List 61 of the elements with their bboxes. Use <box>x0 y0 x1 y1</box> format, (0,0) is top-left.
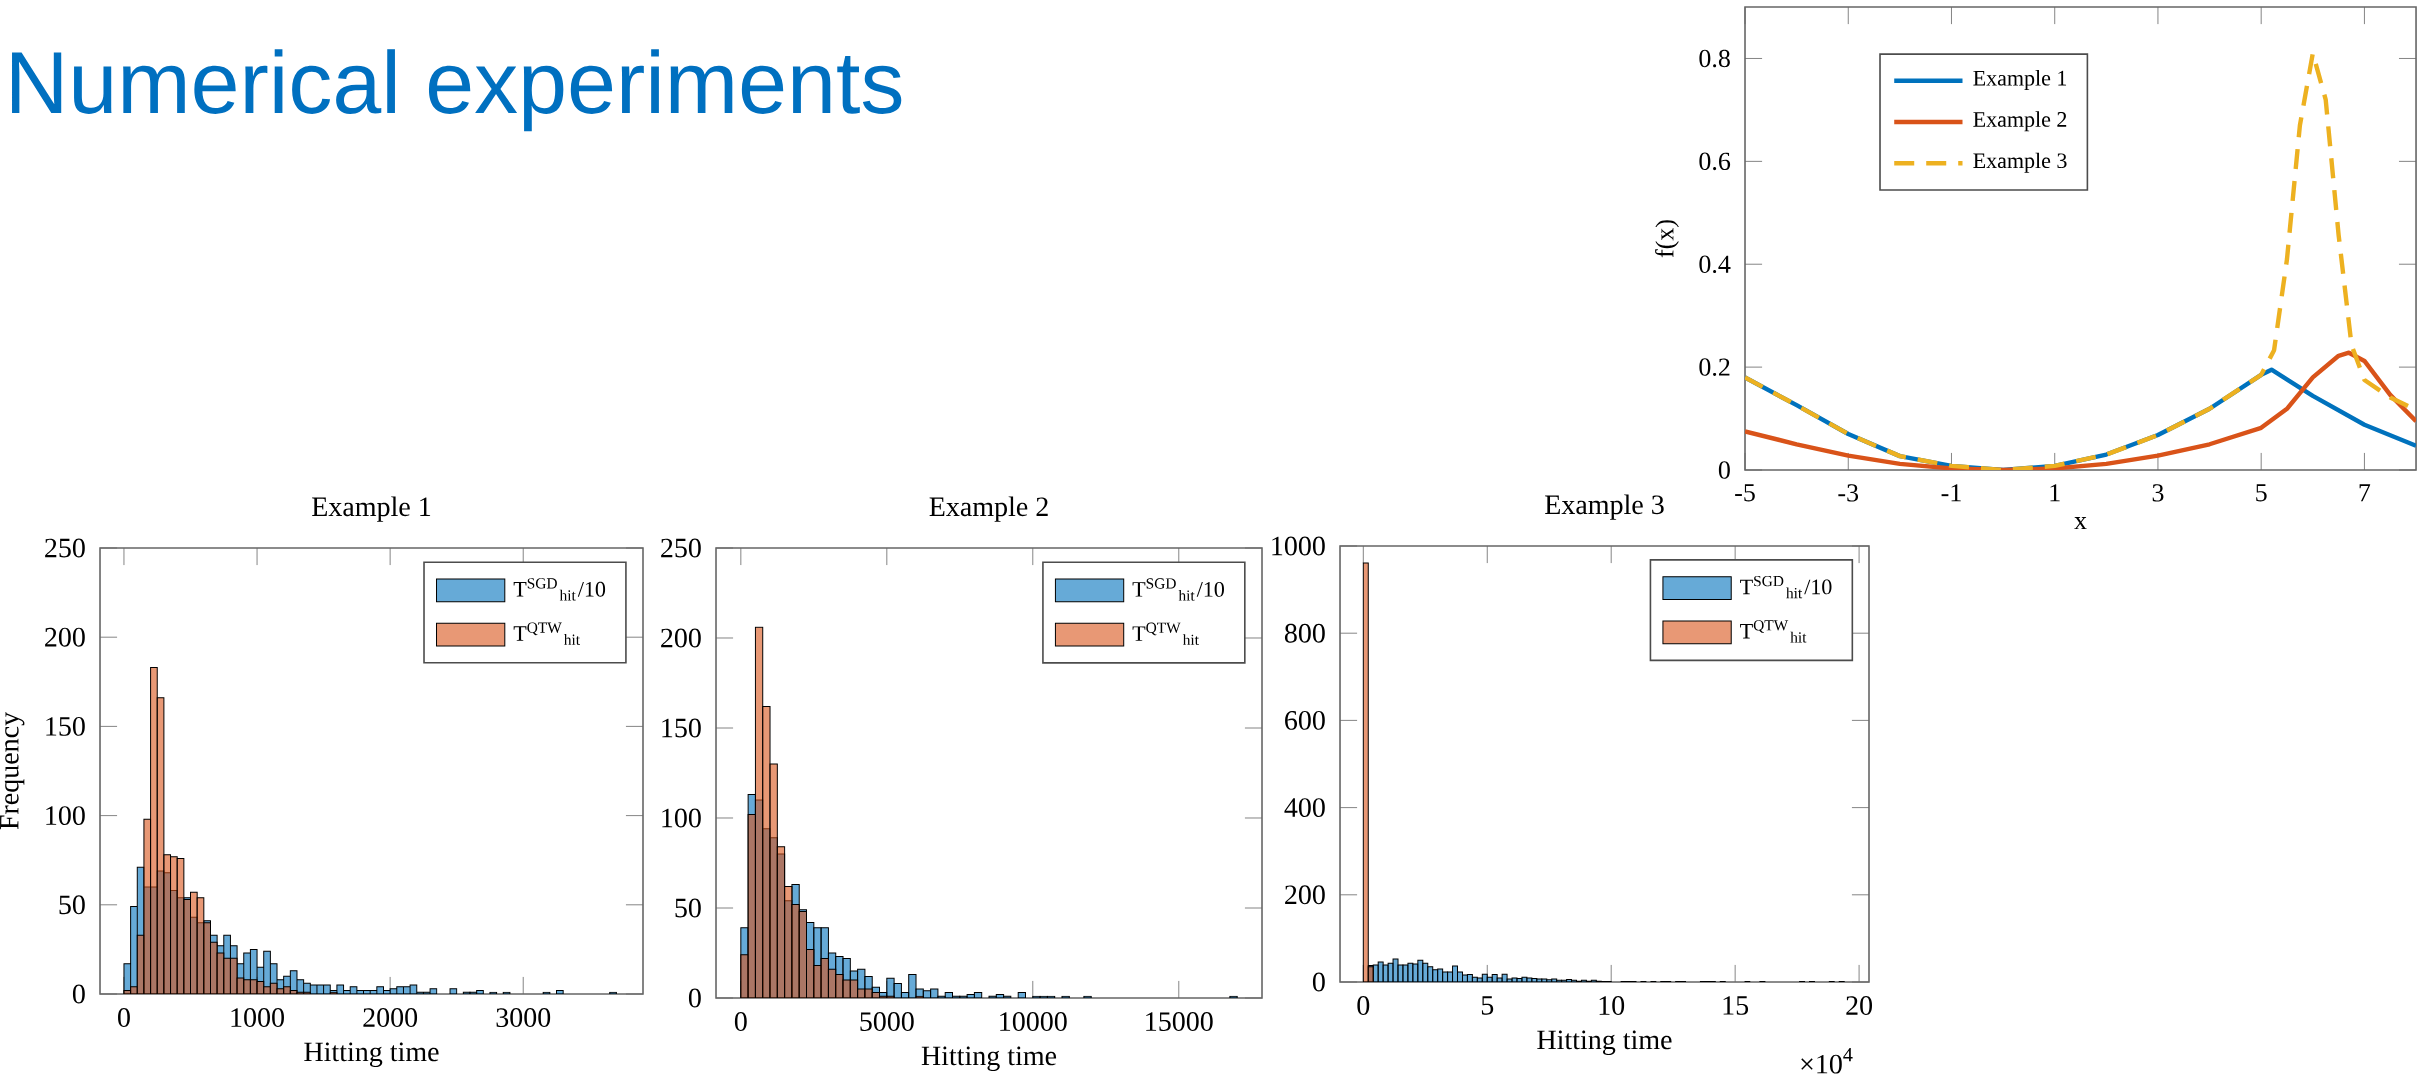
y-tick-label: 250 <box>661 538 701 558</box>
chart-title: Example 3 <box>1545 494 1664 520</box>
x-tick-label: 3 <box>2152 484 2164 502</box>
y-axis-title: f(x) <box>1655 220 1679 258</box>
x-tick-label: 3000 <box>496 1008 551 1028</box>
x-axis-title: x <box>2074 517 2087 529</box>
x-axis-title: Hitting time <box>1537 1030 1672 1056</box>
chart-title: Example 2 <box>929 496 1048 522</box>
y-tick-label: 0 <box>1312 972 1325 992</box>
x-tick-label: 5 <box>1481 996 1494 1015</box>
y-tick-label: 200 <box>1285 885 1325 905</box>
x-tick-label: 10000 <box>1000 1012 1067 1032</box>
x-tick-label: -5 <box>1735 484 1755 502</box>
y-tick-label: 250 <box>45 538 85 558</box>
y-tick-label: 0.8 <box>1699 49 1730 68</box>
y-tick-label: 50 <box>675 898 701 918</box>
y-axis-title: Frequency <box>0 712 25 830</box>
legend-label: Example 1 <box>1973 70 2067 91</box>
legend-label: T$^{QTW}$hit <box>1740 620 1807 643</box>
y-tick-label: 0.6 <box>1699 152 1731 171</box>
y-tick-label: 50 <box>59 895 85 915</box>
x-axis-title: Hitting time <box>304 1042 439 1068</box>
legend-label: T$^{QTW}$hit <box>513 622 580 645</box>
y-tick-label: 0.4 <box>1699 255 1731 274</box>
y-tick-label: 200 <box>661 628 701 648</box>
x-tick-label: 0 <box>734 1012 747 1032</box>
x-tick-label: -3 <box>1838 484 1859 502</box>
y-tick-label: 150 <box>662 718 701 738</box>
y-tick-label: 100 <box>46 806 85 826</box>
legend-label: Example 3 <box>1973 152 2067 173</box>
x-tick-label: 2000 <box>363 1008 418 1028</box>
y-tick-label: 100 <box>662 808 701 828</box>
legend-label: T$^{QTW}$hit <box>1132 622 1199 645</box>
y-tick-label: 0.2 <box>1699 358 1730 376</box>
y-tick-label: 600 <box>1285 710 1325 730</box>
legend-label: T$^{SGD}$$_{hit}$/10 <box>513 578 606 601</box>
y-tick-label: 0 <box>1718 461 1730 479</box>
x-tick-label: 20 <box>1846 996 1873 1016</box>
x-tick-label: 1000 <box>231 1008 284 1028</box>
x-tick-label: 1 <box>2050 484 2060 502</box>
x-tick-label: 7 <box>2359 484 2371 502</box>
x-tick-label: 0 <box>1357 996 1370 1016</box>
x-tick-label: 5 <box>2256 484 2267 502</box>
x-axis-title: Hitting time <box>921 1046 1057 1072</box>
y-tick-label: 400 <box>1284 798 1325 818</box>
y-tick-label: 150 <box>46 716 85 736</box>
x-tick-label: 0 <box>118 1008 130 1028</box>
legend-label: Example 2 <box>1973 111 2067 132</box>
x-tick-label: 5000 <box>860 1012 914 1032</box>
x-tick-label: 15 <box>1723 996 1749 1015</box>
x-tick-label: 15000 <box>1146 1012 1213 1032</box>
text: Numerical experiments <box>12 49 902 132</box>
y-tick-label: 200 <box>45 627 85 647</box>
legend-label: T$^{SGD}$$_{hit}$/10 <box>1132 578 1224 601</box>
x-tick-label: -1 <box>1941 484 1961 502</box>
x-tick-label: 10 <box>1599 996 1625 1016</box>
chart-title: Example 1 <box>312 496 431 522</box>
text: ×10$^{4}$ <box>1801 1048 1853 1074</box>
y-tick-label: 1000 <box>1272 536 1325 556</box>
legend-label: T$^{SGD}$$_{hit}$/10 <box>1740 575 1832 599</box>
y-tick-label: 800 <box>1284 623 1325 643</box>
